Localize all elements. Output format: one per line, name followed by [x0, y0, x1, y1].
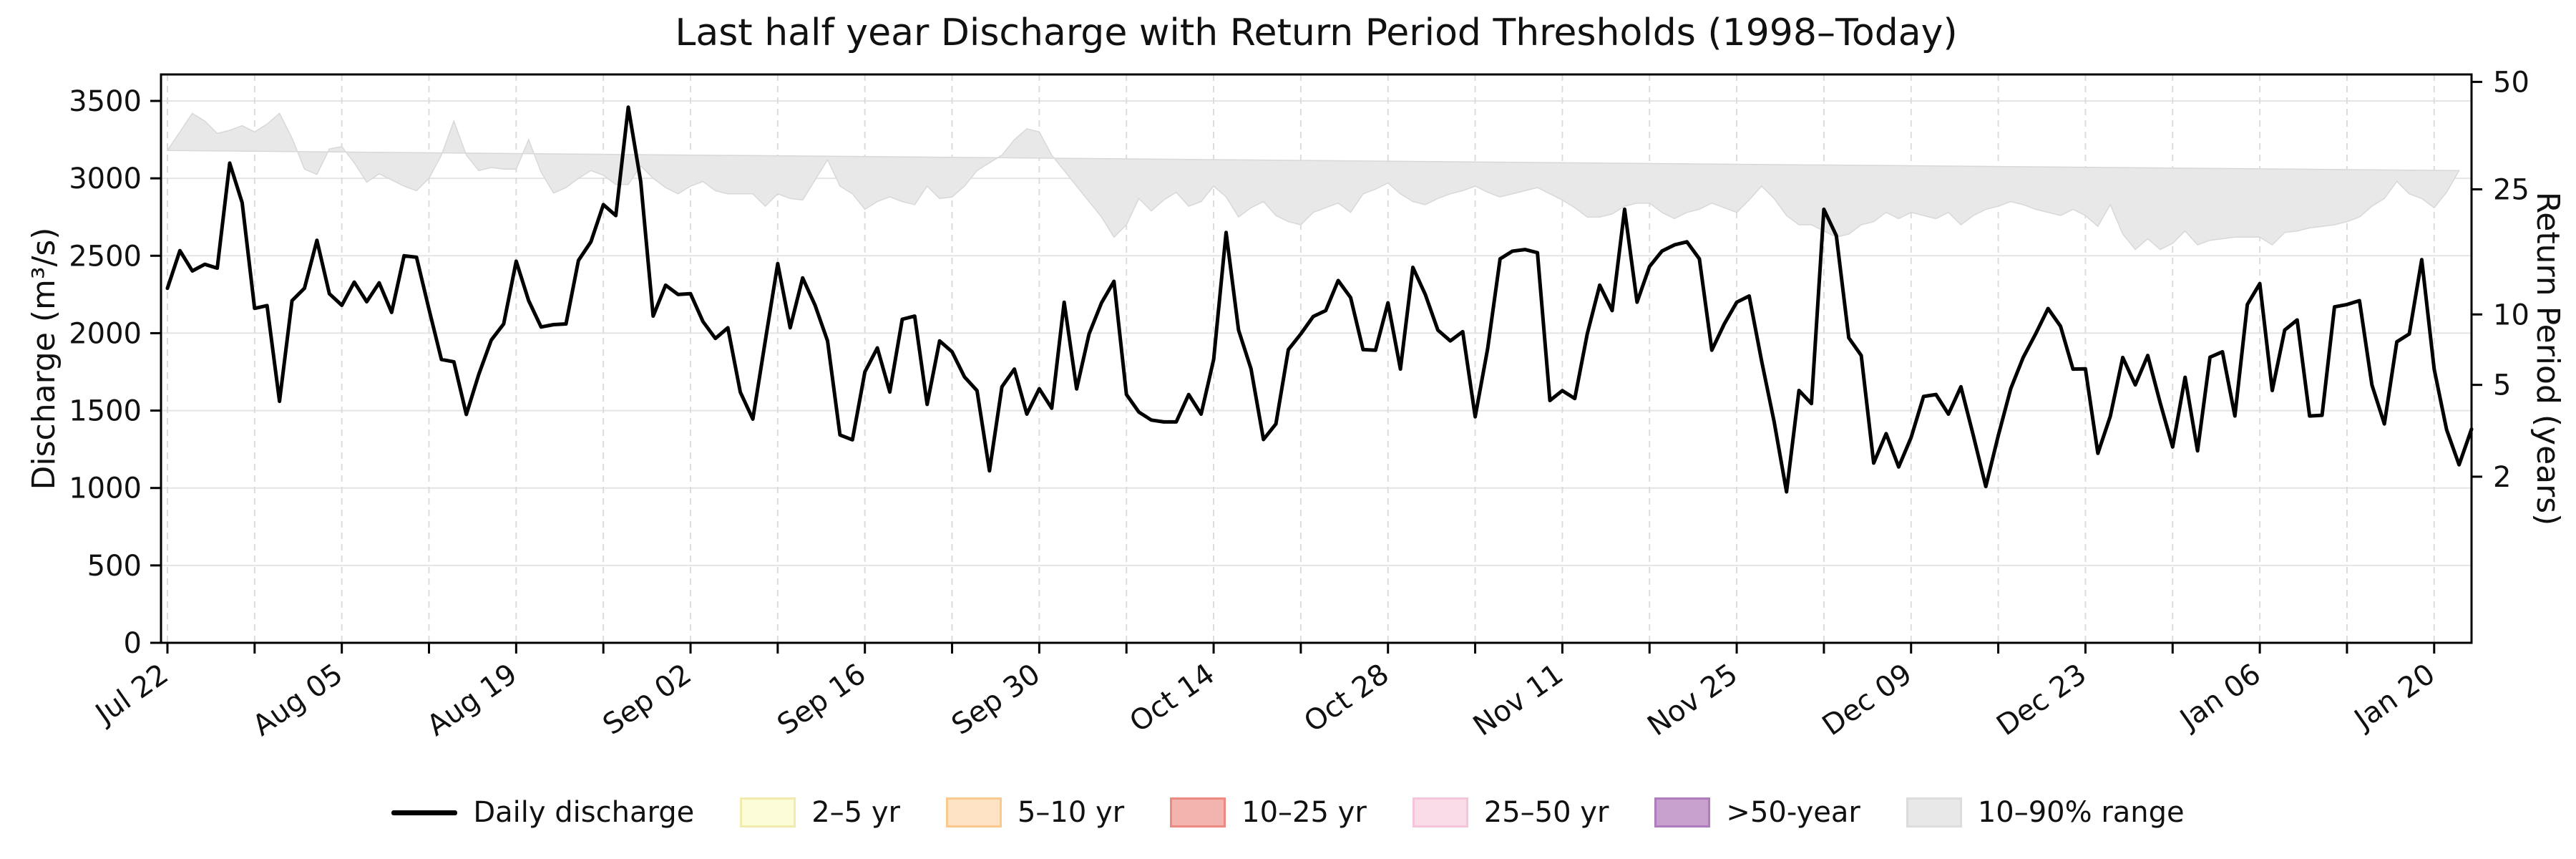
x-tick-label: Aug 19: [421, 658, 523, 743]
legend-label: 25–50 yr: [1483, 796, 1609, 829]
legend-label: >50-year: [1726, 796, 1860, 829]
y-tick-label: 500: [87, 550, 142, 583]
legend-item-gt50yr: >50-year: [1654, 796, 1860, 829]
x-tick-label: Sep 02: [597, 658, 698, 742]
legend-item-10-25yr: 10–25 yr: [1170, 796, 1367, 829]
x-tick-label: Jul 22: [88, 658, 174, 732]
legend-item-5-10yr: 5–10 yr: [945, 796, 1125, 829]
legend-label: 2–5 yr: [811, 796, 900, 829]
patch-swatch-icon: [1906, 797, 1962, 828]
y-tick-label: 1500: [69, 395, 142, 428]
plot-border: [160, 73, 2473, 644]
x-tick-label: Sep 30: [946, 658, 1046, 742]
chart-legend: Daily discharge 2–5 yr 5–10 yr 10–25 yr …: [0, 796, 2576, 829]
x-tick-label: Dec 09: [1817, 658, 1918, 743]
legend-label: Daily discharge: [473, 796, 695, 829]
chart-title: Last half year Discharge with Return Per…: [675, 11, 1958, 54]
y-tick-label: 3500: [69, 85, 142, 118]
legend-label: 10–25 yr: [1241, 796, 1367, 829]
legend-label: 5–10 yr: [1017, 796, 1125, 829]
y-axis-label: Discharge (m³/s): [26, 227, 62, 490]
right-tick-label: 10: [2493, 299, 2529, 331]
x-tick-label: Nov 11: [1468, 658, 1569, 743]
legend-item-10-90-range: 10–90% range: [1906, 796, 2185, 829]
percentile-band: [166, 112, 2460, 251]
x-tick-label: Jan 06: [2172, 658, 2266, 737]
patch-swatch-icon: [1412, 797, 1468, 828]
x-tick-label: Aug 05: [247, 658, 348, 743]
legend-item-25-50yr: 25–50 yr: [1412, 796, 1609, 829]
y-tick-label: 1000: [69, 472, 142, 505]
x-tick-label: Nov 25: [1641, 658, 1743, 743]
y-tick-label: 2000: [69, 317, 142, 350]
y-tick-label: 2500: [69, 240, 142, 273]
patch-swatch-icon: [740, 797, 796, 828]
legend-item-2-5yr: 2–5 yr: [740, 796, 900, 829]
right-axis-label: Return Period (years): [2529, 191, 2566, 526]
x-tick-label: Dec 23: [1991, 658, 2092, 743]
legend-label: 10–90% range: [1977, 796, 2185, 829]
y-tick-label: 0: [124, 627, 142, 660]
x-tick-label: Jan 20: [2347, 658, 2441, 737]
y-tick-label: 3000: [69, 162, 142, 195]
line-swatch-icon: [391, 810, 458, 815]
legend-item-daily-discharge: Daily discharge: [391, 796, 694, 829]
patch-swatch-icon: [945, 797, 1002, 828]
patch-swatch-icon: [1170, 797, 1226, 828]
patch-swatch-icon: [1654, 797, 1711, 828]
right-tick-label: 25: [2493, 173, 2529, 206]
x-tick-label: Oct 28: [1298, 658, 1395, 739]
x-tick-label: Sep 16: [771, 658, 872, 742]
discharge-line: [165, 105, 2474, 494]
right-tick-label: 2: [2493, 461, 2511, 494]
right-tick-label: 5: [2493, 369, 2511, 402]
right-tick-label: 50: [2493, 66, 2529, 99]
x-tick-label: Oct 14: [1124, 658, 1221, 739]
